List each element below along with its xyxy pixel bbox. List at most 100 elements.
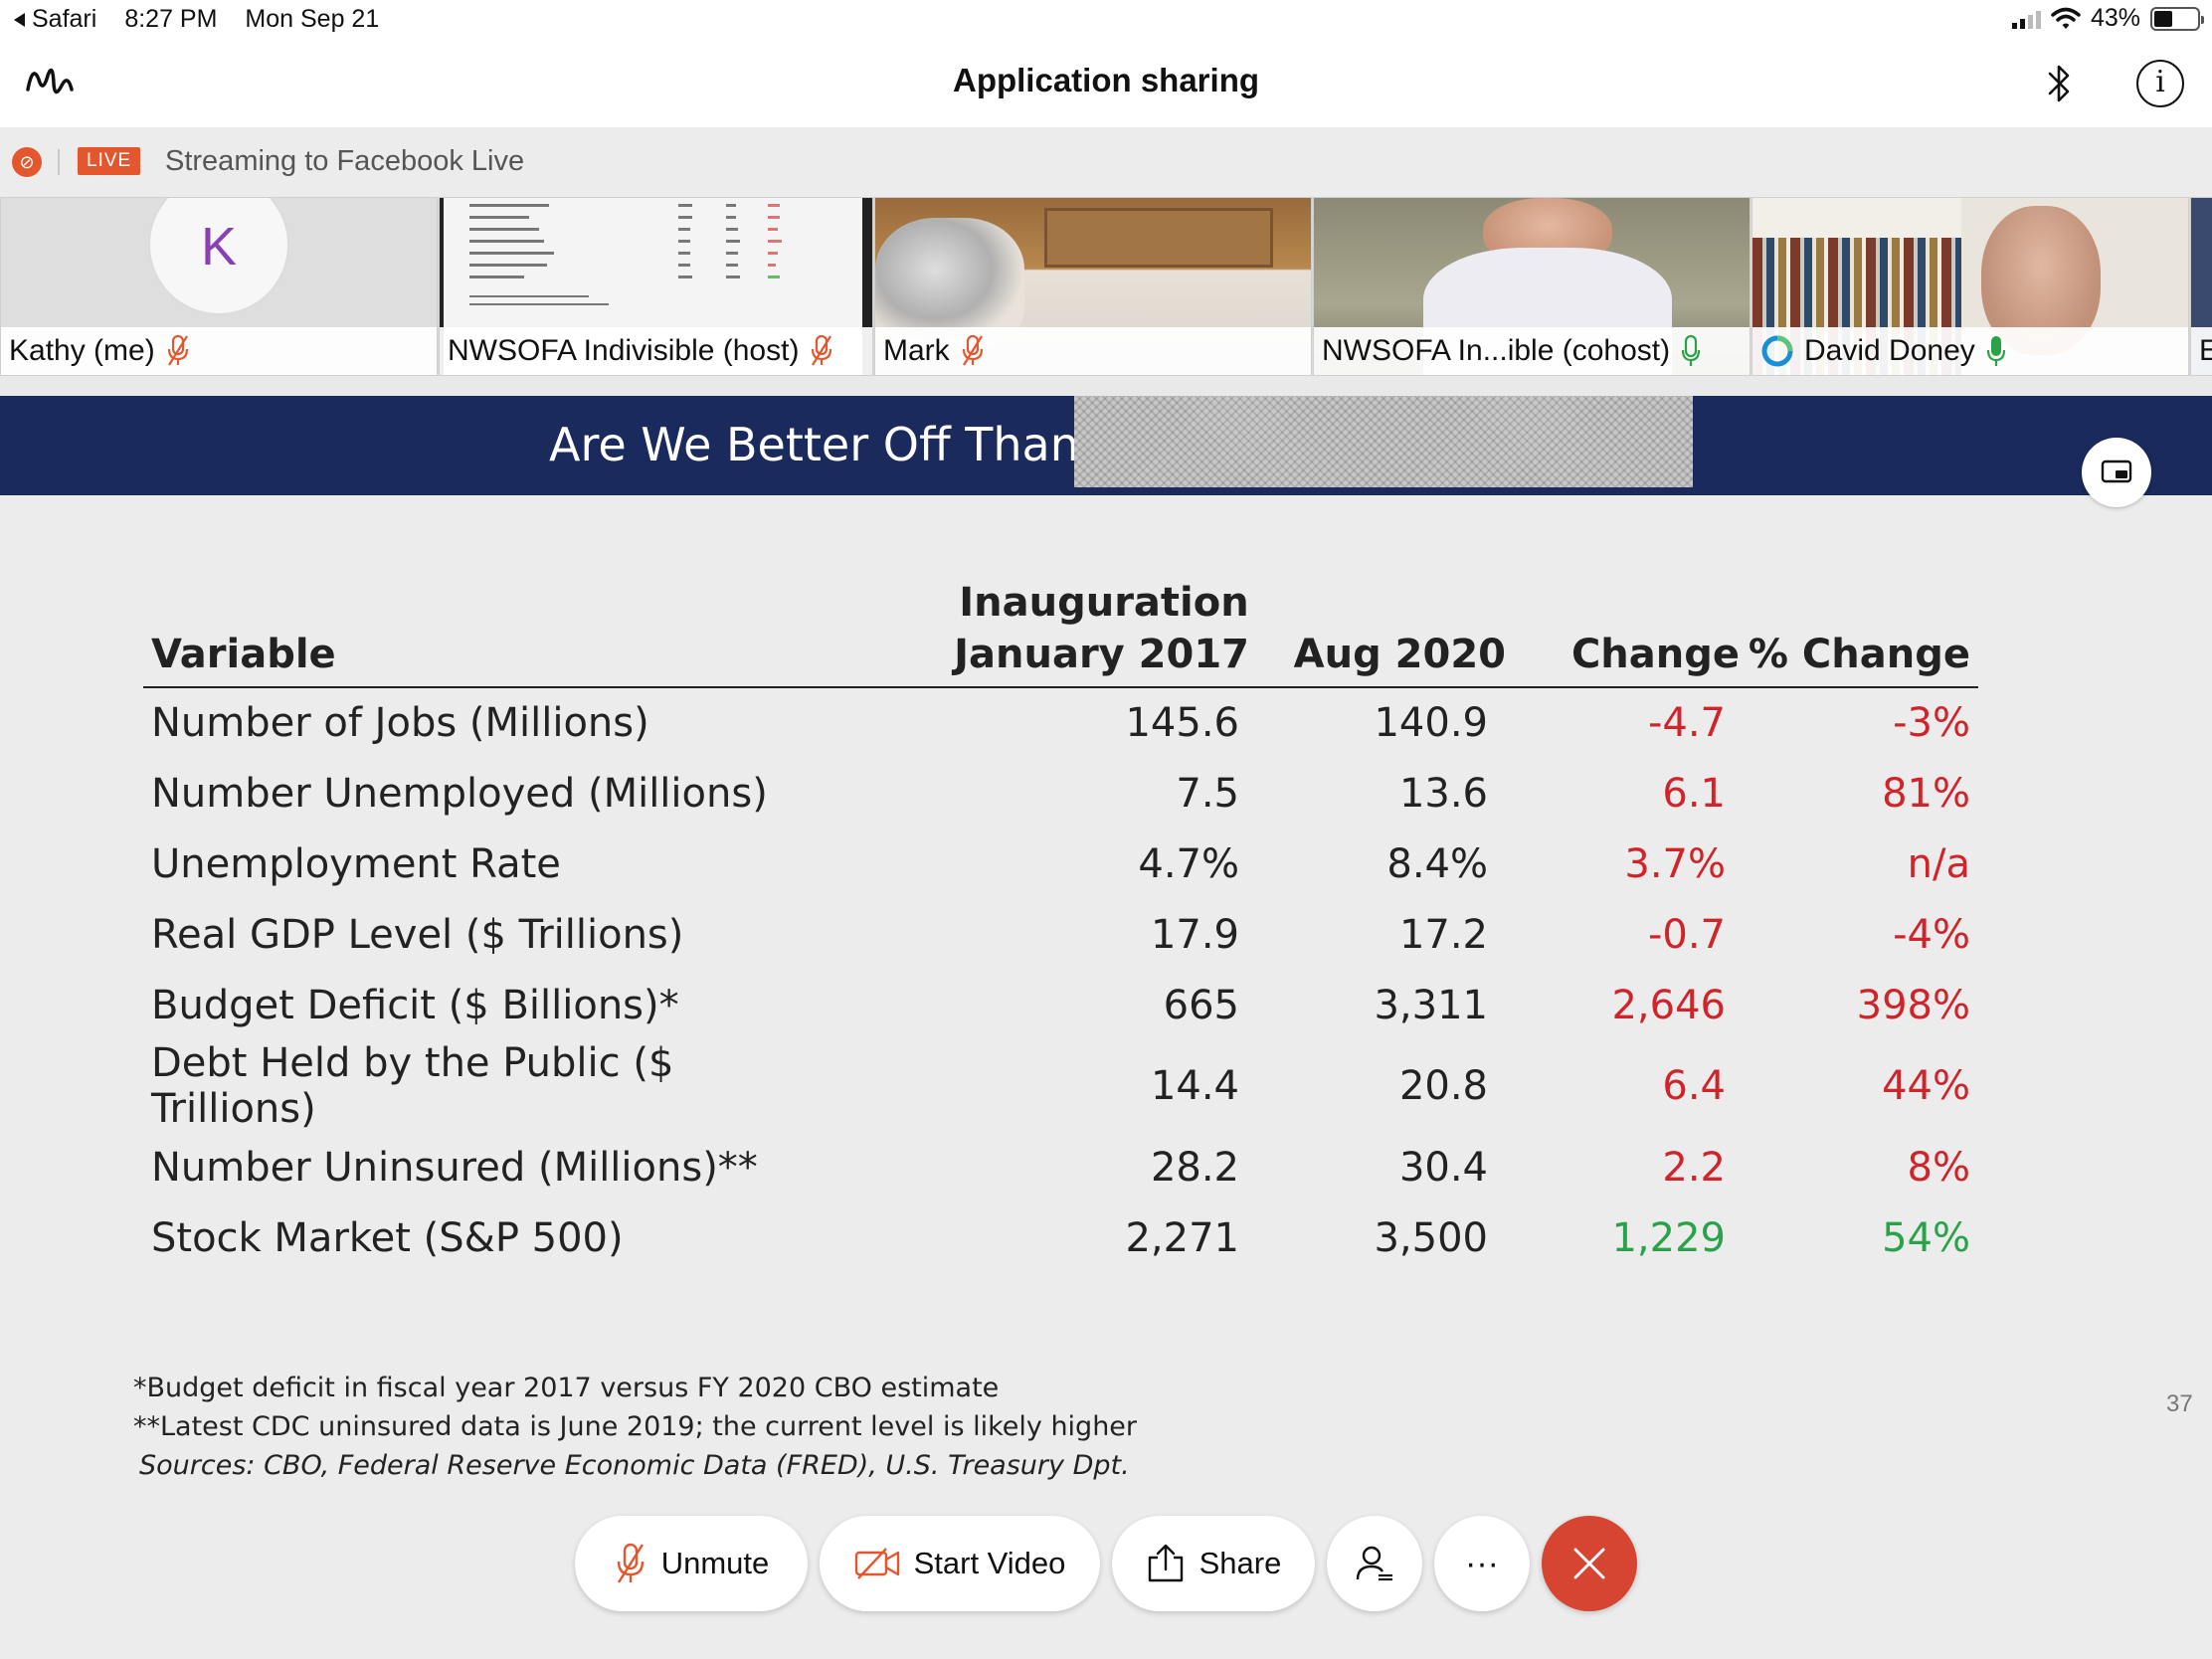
bluetooth-icon[interactable] [2041, 60, 2077, 107]
status-date: Mon Sep 21 [245, 5, 380, 33]
more-options-icon: ··· [1465, 1544, 1499, 1582]
row-change-value: 2.2 [1662, 1144, 1726, 1191]
row-variable: Number of Jobs (Millions) [151, 700, 649, 746]
unmute-label: Unmute [660, 1546, 770, 1580]
participant-name: Kathy (me) [9, 334, 155, 367]
economic-comparison-table: Variable Inauguration January 2017 Aug 2… [143, 577, 1978, 1273]
row-change-value: 3.7% [1624, 840, 1726, 887]
slide-title: Are We Better Off Than [549, 418, 1079, 471]
redacted-region [1074, 396, 1693, 487]
share-label: Share [1198, 1546, 1282, 1580]
row-pct-change-value: 44% [1882, 1063, 1970, 1109]
row-variable: Number Uninsured (Millions)** [151, 1144, 758, 1191]
app-header: Application sharing i [0, 40, 2212, 127]
header-variable: Variable [143, 577, 839, 688]
participant-name: E [2199, 334, 2212, 368]
more-options-button[interactable]: ··· [1434, 1516, 1530, 1611]
mic-on-icon [1986, 336, 2005, 366]
row-aug-2020-value: 3,311 [1374, 982, 1488, 1028]
unmute-button[interactable]: Unmute [575, 1516, 808, 1611]
table-header-row: Variable Inauguration January 2017 Aug 2… [143, 577, 1978, 688]
footnote-uninsured: **Latest CDC uninsured data is June 2019… [133, 1411, 1138, 1442]
battery-percent: 43% [2090, 4, 2140, 32]
participant-tile-kathy[interactable]: K Kathy (me) [0, 197, 438, 376]
table-row: Unemployment Rate 4.7% 8.4% 3.7% n/a [143, 829, 1978, 899]
mic-muted-icon [167, 334, 188, 366]
picture-in-picture-button[interactable] [2082, 438, 2151, 507]
row-change-value: -0.7 [1647, 911, 1726, 958]
slide-number: 37 [2166, 1390, 2193, 1417]
participant-tile-david-doney[interactable]: David Doney [1751, 197, 2189, 376]
header-inauguration-line2: January 2017 [954, 632, 1249, 677]
footnote-sources: Sources: CBO, Federal Reserve Economic D… [139, 1450, 1130, 1481]
row-variable: Debt Held by the Public ($ Trillions) [151, 1040, 674, 1132]
row-change-value: 1,229 [1611, 1214, 1726, 1261]
footnote-budget: *Budget deficit in fiscal year 2017 vers… [133, 1373, 1000, 1403]
streaming-status-bar: ⊘ LIVE Streaming to Facebook Live [0, 127, 2212, 197]
share-button[interactable]: Share [1112, 1516, 1315, 1611]
live-record-icon[interactable]: ⊘ [12, 147, 42, 177]
mic-muted-icon [812, 334, 832, 366]
shared-application-content: Are We Better Off Than Variable Inaugura… [0, 396, 2212, 1659]
row-change-value: -4.7 [1647, 700, 1726, 746]
row-change-value: 2,646 [1611, 982, 1726, 1028]
participant-name: NWSOFA Indivisible (host) [448, 334, 800, 367]
row-pct-change-value: -4% [1893, 911, 1970, 958]
avatar: K [148, 198, 289, 315]
participants-icon [1356, 1546, 1392, 1581]
info-icon[interactable]: i [2136, 60, 2184, 107]
end-meeting-button[interactable] [1542, 1516, 1637, 1611]
row-pct-change-value: 81% [1882, 770, 1970, 817]
row-pct-change-value: -3% [1893, 700, 1970, 746]
status-time: 8:27 PM [124, 5, 218, 33]
participant-tile-host[interactable]: NWSOFA Indivisible (host) [439, 197, 873, 376]
battery-icon [2150, 6, 2204, 31]
close-icon [1573, 1548, 1605, 1579]
participants-button[interactable] [1327, 1516, 1422, 1611]
ios-status-bar: Safari 8:27 PM Mon Sep 21 43% [0, 0, 2212, 40]
back-triangle-icon [14, 12, 25, 27]
streaming-status-text: Streaming to Facebook Live [165, 145, 525, 177]
header-change: Change [1506, 577, 1740, 688]
shared-slide-thumbnail [469, 204, 782, 305]
row-pct-change-value: 54% [1882, 1214, 1970, 1261]
video-off-icon [854, 1548, 899, 1579]
row-variable: Stock Market (S&P 500) [151, 1214, 624, 1261]
participant-name: David Doney [1804, 334, 1975, 367]
wifi-icon [2051, 7, 2081, 29]
meeting-controls: Unmute Start Video Share ··· [0, 1514, 2212, 1613]
start-video-button[interactable]: Start Video [820, 1516, 1100, 1611]
row-aug-2020-value: 8.4% [1386, 840, 1488, 887]
row-inauguration-value: 665 [1163, 982, 1239, 1028]
row-inauguration-value: 2,271 [1125, 1214, 1239, 1261]
divider [58, 149, 60, 175]
cellular-signal-icon [2011, 9, 2041, 29]
share-icon [1148, 1544, 1183, 1582]
back-app-label: Safari [32, 5, 97, 33]
participant-video-strip[interactable]: K Kathy (me) NWS [0, 197, 2212, 376]
header-inauguration: Inauguration January 2017 [839, 577, 1257, 688]
participant-tile-mark[interactable]: Mark [874, 197, 1312, 376]
table-row: Number of Jobs (Millions) 145.6 140.9 -4.7 -… [143, 687, 1978, 758]
table-row: Debt Held by the Public ($ Trillions) 14.… [143, 1040, 1978, 1132]
participant-name: Mark [883, 334, 950, 367]
header-aug-2020: Aug 2020 [1257, 577, 1506, 688]
row-inauguration-value: 4.7% [1138, 840, 1239, 887]
row-aug-2020-value: 20.8 [1398, 1063, 1488, 1109]
back-to-safari-link[interactable]: Safari [12, 5, 96, 34]
status-ring-icon [1761, 335, 1793, 367]
row-change-value: 6.1 [1662, 770, 1726, 817]
row-aug-2020-value: 13.6 [1398, 770, 1488, 817]
slide-footnotes: *Budget deficit in fiscal year 2017 vers… [133, 1369, 1137, 1485]
row-pct-change-value: n/a [1907, 840, 1970, 887]
row-inauguration-value: 28.2 [1150, 1144, 1239, 1191]
row-inauguration-value: 7.5 [1176, 770, 1239, 817]
webex-logo-icon[interactable] [24, 60, 76, 105]
row-inauguration-value: 17.9 [1150, 911, 1239, 958]
row-variable: Number Unemployed (Millions) [151, 770, 768, 817]
table-row: Real GDP Level ($ Trillions) 17.9 17.2 -0.7… [143, 899, 1978, 970]
row-aug-2020-value: 30.4 [1398, 1144, 1488, 1191]
participant-tile-cohost[interactable]: NWSOFA In...ible (cohost) [1313, 197, 1751, 376]
participant-tile-partial[interactable]: E [2190, 197, 2212, 376]
row-aug-2020-value: 3,500 [1374, 1214, 1488, 1261]
